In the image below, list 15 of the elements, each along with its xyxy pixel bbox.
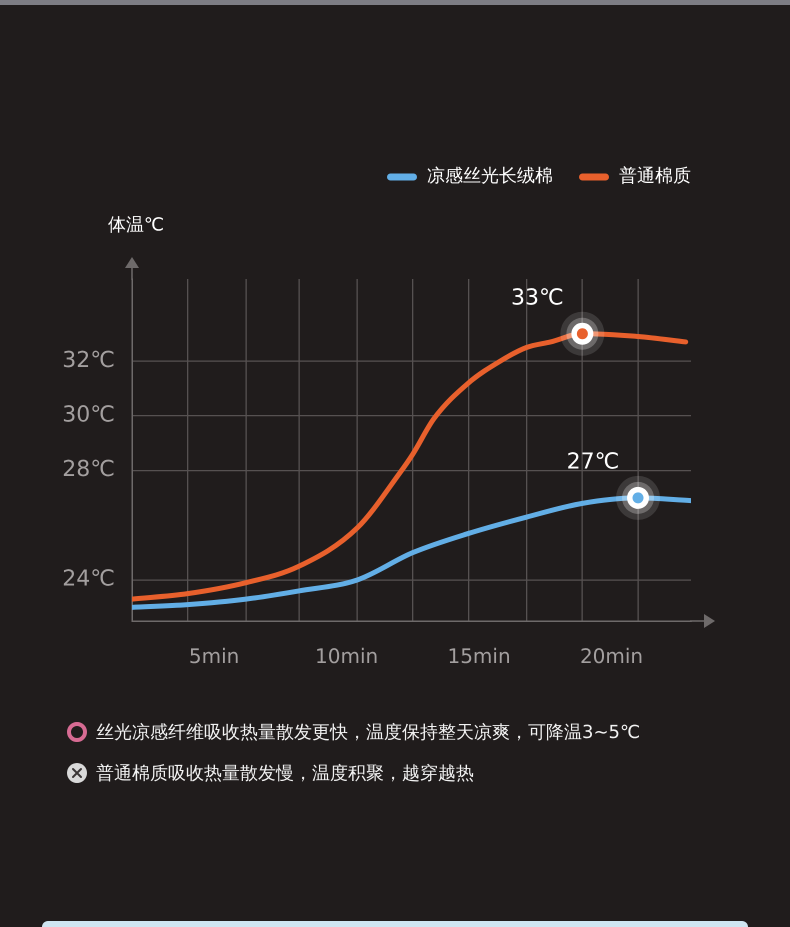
annotation: 33℃ <box>511 285 564 310</box>
y-tick-label: 30℃ <box>62 402 115 428</box>
legend-label: 凉感丝光长绒棉 <box>427 166 553 187</box>
x-tick-label: 10min <box>315 644 378 668</box>
y-axis-title: 体温℃ <box>108 214 164 236</box>
annotation: 27℃ <box>566 450 620 475</box>
x-tick-label: 20min <box>580 644 644 668</box>
x-tick-label: 5min <box>188 644 240 668</box>
y-tick-label: 24℃ <box>62 566 115 592</box>
text: 普通棉质吸收热量散发慢，温度积聚，越穿越热 <box>96 762 474 785</box>
y-tick-label: 28℃ <box>62 457 115 482</box>
x-tick-label: 15min <box>447 644 511 668</box>
text: 丝光凉感纤维吸收热量散发更快，温度保持整天凉爽，可降温3~5℃ <box>96 721 640 744</box>
legend-label: 普通棉质 <box>619 166 691 187</box>
y-tick-label: 32℃ <box>62 348 115 373</box>
